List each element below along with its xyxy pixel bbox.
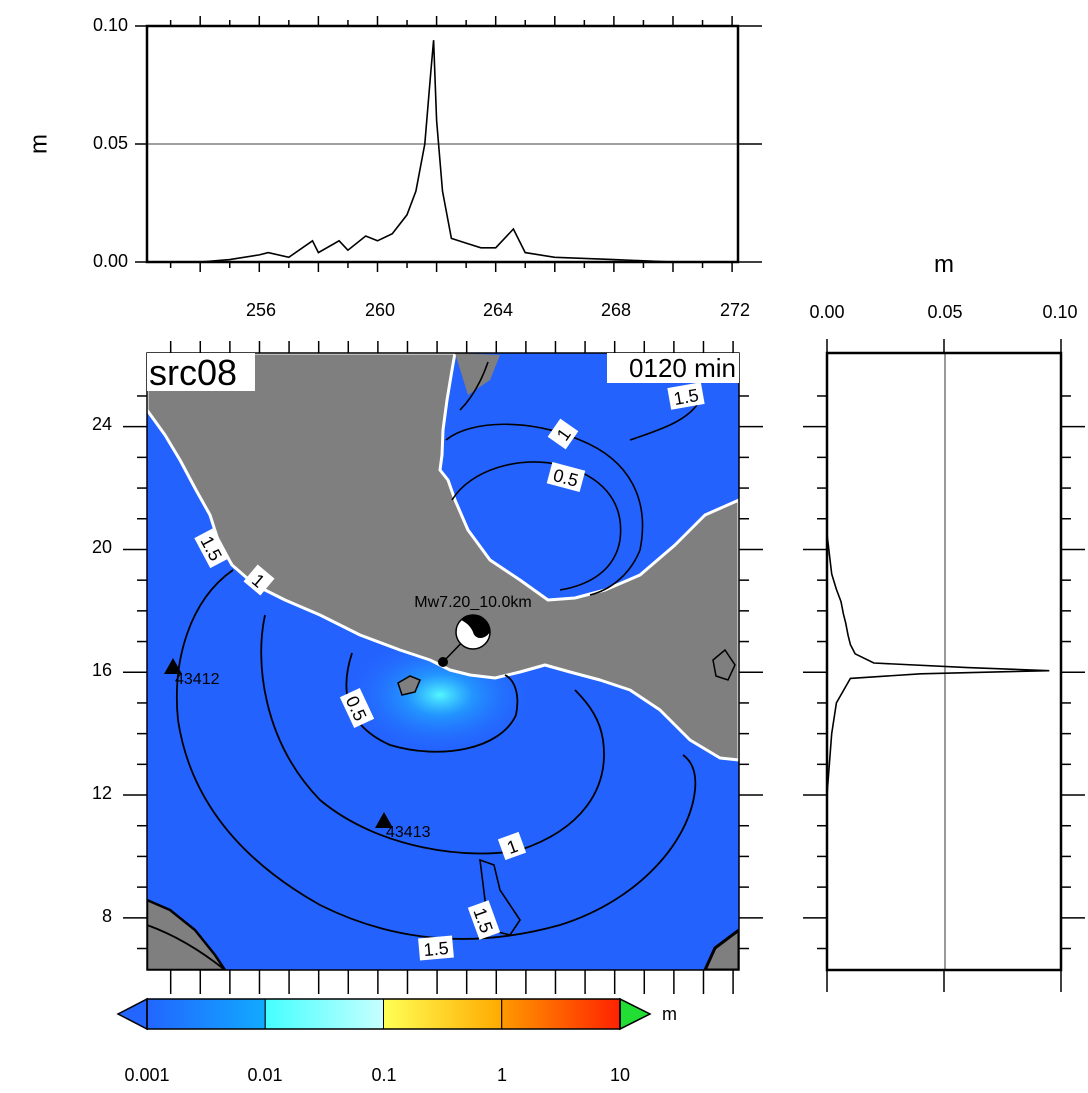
side-profile-series-line [826, 472, 1050, 796]
side-x-tick-label: 0.05 [927, 302, 962, 322]
map-ticks [123, 341, 763, 994]
colorbar-frame [146, 998, 621, 1030]
map-title: src08 [149, 352, 237, 393]
contour-label: 1.5 [423, 938, 450, 960]
gulf-contour-0.5 [451, 461, 622, 591]
epicenter-marker [438, 657, 448, 667]
lat-tick-label: 8 [102, 906, 112, 926]
contour-line-far [147, 924, 226, 970]
top-y-tick-label: 0.10 [93, 15, 128, 35]
colorbar-segment [146, 998, 266, 1030]
time-label: 0120 min [629, 353, 736, 383]
colorbar-tick-label: 0.01 [247, 1065, 282, 1085]
top-y-tick-label: 0.00 [93, 251, 128, 271]
top-x-tick-label: 256 [246, 300, 276, 320]
gulf-contour-1.5 [629, 399, 701, 441]
map-frame [146, 352, 740, 971]
side-x-axis-label: m [934, 251, 954, 278]
colorbar-tick-label: 0.001 [124, 1065, 169, 1085]
side-profile-panel: m 0.00 0.05 0.10 [803, 251, 1085, 992]
station-43412: 43412 [164, 658, 220, 688]
south-america-landmass [703, 928, 739, 970]
map-panel: 1.5 1 0.5 1.5 1 0.5 1 1.5 1.5 43412 4341… [92, 341, 763, 994]
colorbar-segment [501, 998, 621, 1030]
top-x-tick-label: 260 [365, 300, 395, 320]
top-x-tick-label: 264 [483, 300, 513, 320]
epicenter: Mw7.20_10.0km [414, 594, 532, 667]
gulf-island [397, 675, 421, 696]
contour-line-1.5 [176, 569, 697, 940]
station-marker [164, 658, 182, 674]
lat-tick-label: 12 [92, 783, 112, 803]
station-marker [375, 812, 393, 828]
colorbar-under-arrow [116, 997, 148, 1031]
colorbar-tick-label: 10 [610, 1065, 630, 1085]
time-box [607, 353, 739, 383]
colorbar-segment [264, 998, 384, 1030]
side-x-tick-label: 0.00 [809, 302, 844, 322]
gulf-coast-land [455, 353, 500, 395]
epicenter-label: Mw7.20_10.0km [414, 594, 531, 611]
contour-labels: 1.5 1 0.5 1.5 1 0.5 1 1.5 1.5 [194, 382, 705, 961]
colorbar-tick-label: 0.1 [371, 1065, 396, 1085]
side-x-tick-label: 0.10 [1042, 302, 1077, 322]
station-43413: 43413 [375, 812, 431, 841]
gulf-contour-upper [459, 361, 489, 411]
lat-tick-label: 20 [92, 537, 112, 557]
top-profile-series-line [200, 40, 733, 263]
side-profile-frame [825, 351, 1063, 972]
lat-tick-label: 16 [92, 660, 112, 680]
colorbar-segment [383, 998, 503, 1030]
colorbar: m 0.001 0.01 0.1 1 10 [116, 997, 677, 1085]
title-box [147, 353, 255, 391]
top-y-axis-label: m [25, 134, 52, 154]
contour-label: 1.5 [672, 385, 700, 409]
focal-mechanism-beachball [455, 614, 491, 650]
top-profile-ticks [135, 16, 762, 272]
station-label: 43412 [175, 671, 220, 688]
top-x-tick-label: 268 [601, 300, 631, 320]
contour-line-1 [260, 614, 605, 855]
side-profile-ticks [803, 339, 1085, 992]
colorbar-tick-label: 1 [497, 1065, 507, 1085]
coastal-island [712, 648, 736, 681]
galapagos-landmass [147, 898, 227, 970]
top-profile-panel: 0.10 0.05 0.00 m 256 260 264 268 272 [25, 15, 762, 320]
top-y-tick-label: 0.05 [93, 133, 128, 153]
lat-tick-label: 24 [92, 414, 112, 434]
gulf-contour-1 [445, 423, 644, 596]
colorbar-over-arrow [619, 997, 652, 1031]
top-x-tick-label: 272 [720, 300, 750, 320]
mexico-landmass [147, 353, 739, 762]
colorbar-unit: m [662, 1004, 677, 1024]
station-label: 43413 [386, 824, 431, 841]
